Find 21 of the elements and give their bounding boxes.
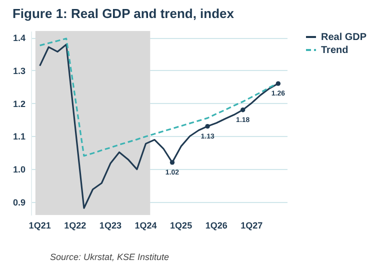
y-tick-label: 1.3: [12, 66, 26, 76]
x-tick-label: 1Q21: [28, 220, 51, 230]
y-tick-label: 1.0: [12, 164, 26, 174]
y-tick-label: 0.9: [12, 197, 26, 208]
legend-label: Real GDP: [321, 32, 367, 43]
source-note: Source: Ukrstat, KSE Institute: [49, 251, 170, 262]
x-tick-label: 1Q24: [134, 220, 157, 230]
point: [170, 160, 175, 165]
y-tick-label: 1.2: [12, 98, 26, 109]
point: [240, 108, 246, 112]
x-tick-label: 1Q27: [240, 220, 263, 230]
x-tick-label: 1Q26: [205, 220, 228, 230]
chart-title: Figure 1: Real GDP and trend, index: [12, 6, 235, 21]
y-tick-label: 1.4: [12, 33, 26, 44]
point: [276, 81, 281, 86]
x-tick-label: 1Q25: [170, 220, 192, 230]
x-tick-label: 1Q23: [99, 220, 122, 230]
x-tick-label: 1Q22: [64, 220, 86, 230]
legend-label: Trend: [321, 45, 348, 56]
point: [205, 124, 210, 129]
y-tick-label: 1.1: [12, 132, 26, 142]
